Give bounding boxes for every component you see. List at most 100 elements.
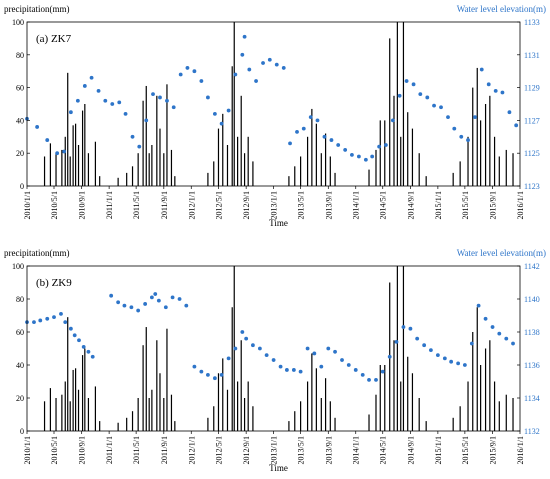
precip-bar	[476, 307, 478, 431]
x-tick-label: 2013/5/1	[297, 436, 306, 464]
x-tick-label: 2015/5/1	[461, 191, 470, 219]
precip-bar	[159, 128, 161, 186]
precip-bar	[505, 394, 507, 431]
water-level-point	[456, 361, 461, 366]
water-level-point	[380, 369, 385, 374]
water-level-point	[356, 154, 361, 159]
water-level-point	[415, 336, 420, 341]
precip-bar	[99, 176, 101, 186]
x-tick-label: 2010/9/1	[78, 191, 87, 219]
x-tick-label: 2015/1/1	[434, 436, 443, 464]
water-level-point	[63, 320, 68, 324]
water-level-point	[469, 341, 474, 346]
water-level-point	[251, 343, 255, 348]
precip-bar	[75, 368, 77, 431]
precip-bar	[512, 153, 514, 186]
precip-bar	[64, 381, 66, 431]
precip-bar	[288, 421, 290, 431]
precip-bar	[137, 153, 139, 186]
water-level-point	[116, 300, 121, 305]
water-level-point	[244, 336, 249, 341]
precip-bar	[375, 394, 377, 431]
water-level-point	[514, 123, 519, 128]
water-level-series	[25, 34, 519, 162]
precip-bar	[94, 141, 97, 186]
precip-bar	[379, 120, 381, 186]
x-tick-label: 2011/1/1	[105, 191, 114, 219]
precip-bar	[498, 156, 500, 186]
panel-label: (a) ZK7	[36, 33, 72, 45]
precip-bar	[87, 398, 90, 431]
water-level-point	[192, 69, 197, 74]
x-tick-label: 2012/1/1	[187, 191, 196, 219]
water-level-point	[254, 79, 258, 83]
x-tick-label: 2010/5/1	[50, 191, 59, 219]
precip-bar	[69, 401, 71, 431]
precip-bar	[368, 414, 370, 431]
precip-bar	[384, 365, 386, 431]
precip-bar	[459, 161, 461, 186]
x-tick-label: 2016/1/1	[516, 436, 525, 464]
precip-bar	[240, 340, 242, 431]
water-level-point	[507, 110, 512, 115]
water-level-point	[59, 311, 63, 316]
y-right-tick-label: 1134	[524, 394, 540, 403]
water-level-point	[264, 353, 269, 357]
water-level-point	[397, 93, 402, 98]
water-level-point	[206, 95, 210, 100]
precip-bar	[498, 401, 500, 431]
water-level-point	[233, 346, 238, 351]
water-level-point	[137, 144, 142, 149]
precip-bar	[452, 417, 454, 431]
precip-bar	[222, 358, 224, 431]
y-left-tick-label: 60	[16, 84, 24, 93]
precip-bar	[55, 153, 57, 186]
precip-bar	[174, 176, 176, 186]
y-right-tick-label: 1140	[524, 295, 540, 304]
water-level-point	[301, 126, 306, 131]
precip-bar	[117, 422, 119, 431]
precip-bar	[117, 177, 119, 186]
water-level-point	[329, 138, 334, 142]
precip-bar	[156, 95, 158, 186]
precip-bar	[77, 389, 80, 431]
water-level-point	[45, 316, 50, 321]
water-level-point	[123, 111, 128, 116]
chart-panel-zk7: precipitation(mm) Water level elevation(m…	[4, 4, 546, 228]
water-level-point	[315, 118, 320, 123]
water-level-point	[346, 363, 351, 367]
water-level-point	[486, 82, 491, 87]
water-level-point	[185, 66, 190, 70]
water-level-point	[38, 318, 43, 323]
precip-bar	[99, 421, 101, 431]
water-level-point	[425, 95, 430, 100]
precip-bar	[84, 104, 86, 186]
precip-bar	[131, 166, 134, 186]
y-right-tick-label: 1138	[524, 328, 540, 337]
water-level-point	[151, 92, 155, 97]
precip-bar	[396, 22, 398, 186]
x-tick-label: 2010/5/1	[50, 436, 59, 464]
precip-bar	[166, 84, 168, 186]
water-level-point	[387, 354, 392, 359]
precip-bar	[315, 123, 317, 186]
precip-bar	[174, 421, 176, 431]
water-level-point	[350, 152, 354, 157]
precip-bar	[306, 136, 309, 186]
y-right-tick-label: 1125	[524, 149, 540, 158]
x-tick-label: 2010/1/1	[23, 436, 32, 464]
water-level-point	[446, 115, 450, 120]
precip-bar	[505, 149, 507, 186]
water-level-point	[153, 292, 158, 296]
precip-bar	[512, 398, 514, 431]
water-level-point	[212, 376, 217, 381]
water-level-point	[178, 72, 183, 77]
water-level-point	[110, 102, 115, 106]
water-level-point	[278, 364, 283, 369]
precip-bar	[77, 145, 80, 186]
precip-bar	[320, 153, 322, 186]
precip-bar	[126, 417, 128, 431]
precip-bar	[467, 136, 469, 186]
precip-bar	[67, 72, 69, 186]
